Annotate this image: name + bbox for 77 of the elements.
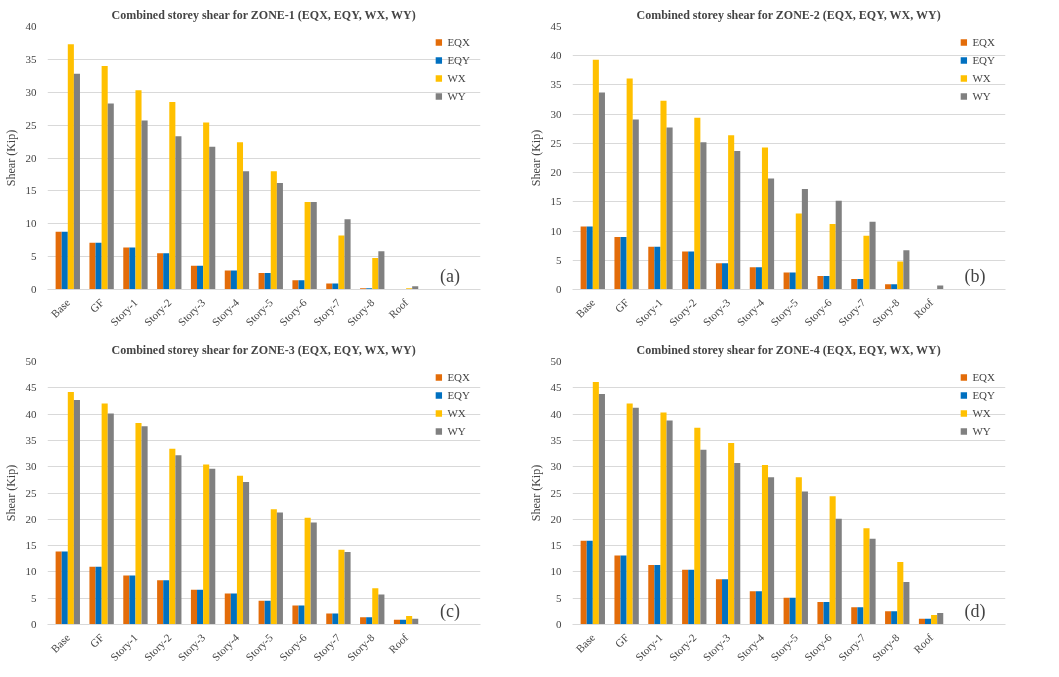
x-tick-label: GF xyxy=(612,296,631,315)
y-tick-label: 10 xyxy=(550,565,562,578)
x-tick-label: GF xyxy=(87,296,106,315)
y-tick-label: 30 xyxy=(25,460,37,473)
legend-label: WX xyxy=(447,72,467,84)
legend-label: EQX xyxy=(972,36,995,48)
y-tick-label: 40 xyxy=(550,49,562,62)
y-tick-label: 5 xyxy=(31,591,37,604)
y-tick-label: 10 xyxy=(550,224,562,237)
y-axis-title: Shear (Kip) xyxy=(528,464,543,522)
y-tick-label: 40 xyxy=(25,20,37,32)
y-tick-label: 45 xyxy=(550,381,562,394)
y-tick-label: 40 xyxy=(550,407,562,420)
legend-label: EQY xyxy=(447,389,470,401)
text: (a) xyxy=(440,265,461,287)
y-tick-label: 35 xyxy=(25,52,37,65)
text: (c) xyxy=(440,600,461,622)
y-tick-label: 0 xyxy=(556,283,562,295)
y-tick-label: 20 xyxy=(550,166,562,179)
legend-label: WY xyxy=(447,90,467,102)
y-tick-label: 50 xyxy=(550,355,562,367)
y-tick-label: 45 xyxy=(550,20,562,32)
y-tick-label: 5 xyxy=(556,591,562,604)
legend-label: EQX xyxy=(447,36,470,48)
legend-label: WX xyxy=(972,407,992,419)
legend-label: WY xyxy=(447,425,467,437)
y-tick-label: 5 xyxy=(31,250,37,263)
y-axis-title: Shear (Kip) xyxy=(3,129,18,187)
y-tick-label: 35 xyxy=(550,78,562,91)
x-tick-label: GF xyxy=(87,631,106,650)
x-tick-label: GF xyxy=(612,631,631,650)
y-tick-label: 45 xyxy=(25,381,37,394)
legend-label: WX xyxy=(972,72,992,84)
y-tick-label: 35 xyxy=(25,433,37,446)
y-tick-label: 10 xyxy=(25,217,37,230)
x-tick-label: Base xyxy=(573,631,598,655)
y-tick-label: 50 xyxy=(25,355,37,367)
y-tick-label: 20 xyxy=(25,512,37,525)
legend-label: WY xyxy=(972,425,992,437)
y-tick-label: 30 xyxy=(550,107,562,120)
y-tick-label: 40 xyxy=(25,407,37,420)
y-tick-label: 20 xyxy=(550,512,562,525)
y-tick-label: 0 xyxy=(31,283,37,295)
y-tick-label: 25 xyxy=(550,136,562,149)
chart-title: Combined storey shear for ZONE-4 (EQX, EQY, WX, WY) xyxy=(636,342,941,357)
y-tick-label: 10 xyxy=(25,565,37,578)
x-tick-label: Base xyxy=(573,296,598,320)
y-tick-label: 15 xyxy=(25,184,37,197)
text: (d) xyxy=(964,600,986,622)
y-tick-label: 15 xyxy=(550,539,562,552)
text: (b) xyxy=(964,265,986,287)
legend-label: WX xyxy=(447,407,467,419)
legend-label: EQY xyxy=(972,54,995,66)
legend-label: WY xyxy=(972,90,992,102)
y-tick-label: 5 xyxy=(556,253,562,266)
legend-label: EQX xyxy=(972,371,995,383)
y-tick-label: 0 xyxy=(556,618,562,630)
chart-title: Combined storey shear for ZONE-3 (EQX, EQY, WX, WY) xyxy=(111,342,416,357)
legend-label: EQX xyxy=(447,371,470,383)
x-tick-label: Base xyxy=(48,296,73,320)
x-tick-label: Base xyxy=(48,631,73,655)
legend-label: EQY xyxy=(972,389,995,401)
y-tick-label: 15 xyxy=(25,539,37,552)
y-tick-label: 30 xyxy=(25,85,37,98)
y-tick-label: 25 xyxy=(25,118,37,131)
y-tick-label: 0 xyxy=(31,618,37,630)
y-tick-label: 35 xyxy=(550,433,562,446)
y-axis-title: Shear (Kip) xyxy=(3,464,18,522)
y-tick-label: 30 xyxy=(550,460,562,473)
y-tick-label: 25 xyxy=(550,486,562,499)
y-tick-label: 20 xyxy=(25,151,37,164)
chart-title: Combined storey shear for ZONE-1 (EQX, EQY, WX, WY) xyxy=(111,7,416,22)
y-tick-label: 15 xyxy=(550,195,562,208)
legend-label: EQY xyxy=(447,54,470,66)
chart-title: Combined storey shear for ZONE-2 (EQX, EQY, WX, WY) xyxy=(636,7,941,22)
y-axis-title: Shear (Kip) xyxy=(528,129,543,187)
y-tick-label: 25 xyxy=(25,486,37,499)
